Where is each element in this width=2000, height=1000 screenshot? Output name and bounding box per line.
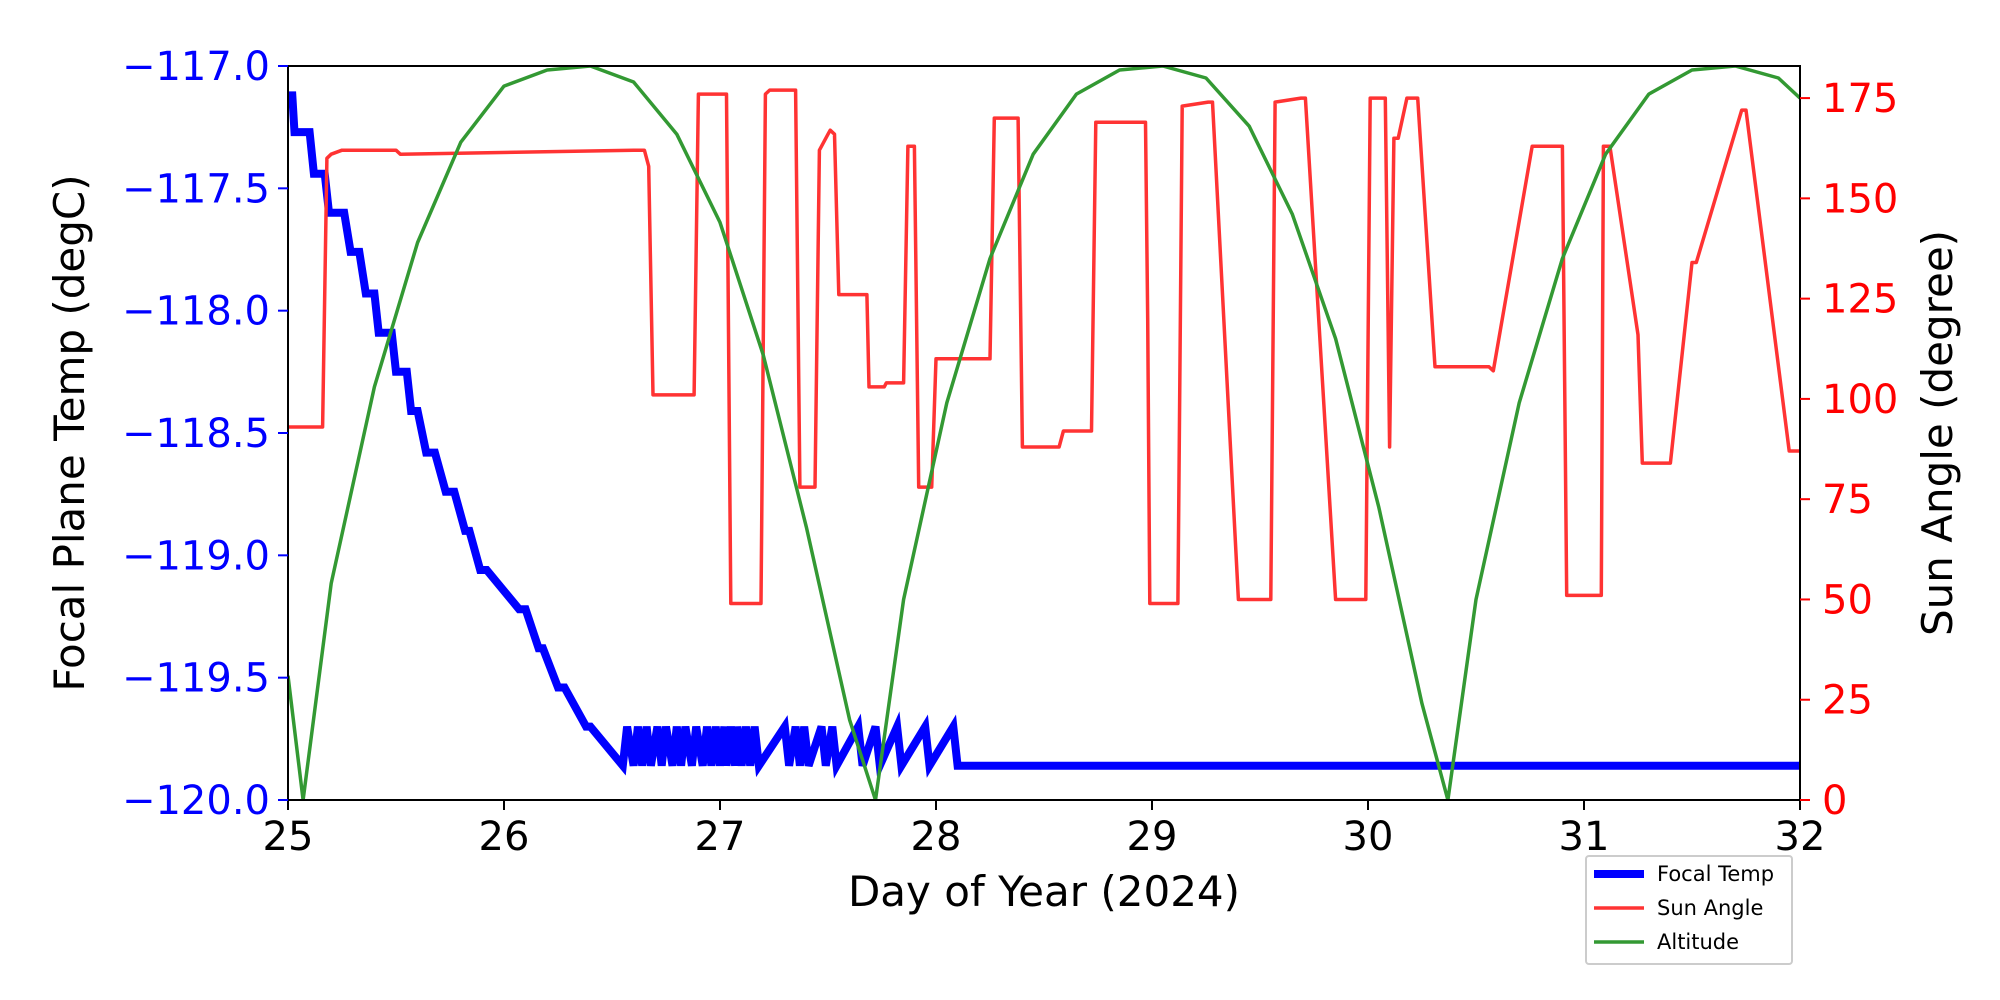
focal-temp-line [288,91,1800,781]
x-tick-label: 28 [911,814,962,860]
left-tick-label: −119.5 [122,656,270,702]
legend-label-sun: Sun Angle [1657,896,1763,920]
x-tick-label: 32 [1775,814,1826,860]
right-tick-label: 25 [1822,678,1873,724]
right-tick-label: 100 [1822,377,1898,423]
x-tick-label: 30 [1343,814,1394,860]
x-tick-label: 25 [263,814,314,860]
legend: Focal Temp Sun Angle Altitude [1585,855,1793,965]
x-tick-label: 26 [479,814,530,860]
altitude-line [288,66,1800,800]
x-tick-label: 31 [1559,814,1610,860]
left-tick-label: −118.5 [122,411,270,457]
sun-angle-line [288,88,1800,606]
left-tick-label: −117.5 [122,166,270,212]
legend-label-altitude: Altitude [1657,930,1739,954]
left-axis-ticks: −117.0 −117.5 −118.0 −118.5 −119.0 −119.5 −120… [122,44,288,824]
left-tick-label: −119.0 [122,533,270,579]
left-tick-label: −120.0 [122,778,270,824]
right-tick-label: 150 [1822,176,1898,222]
legend-box [1585,855,1793,965]
x-tick-label: 27 [695,814,746,860]
left-tick-label: −117.0 [122,44,270,90]
left-axis-label: Focal Plane Temp (degC) [45,174,94,691]
right-tick-label: 125 [1822,277,1898,323]
x-tick-label: 29 [1127,814,1178,860]
right-tick-label: 50 [1822,577,1873,623]
x-axis-ticks: 25 26 27 28 29 30 31 32 [263,800,1826,860]
left-tick-label: −118.0 [122,289,270,335]
right-axis-label: Sun Angle (degree) [1913,230,1962,636]
right-axis-ticks: 175 150 125 100 75 50 25 0 [1800,76,1898,824]
right-tick-label: 75 [1822,477,1873,523]
legend-label-focal: Focal Temp [1657,862,1774,886]
x-axis-label: Day of Year (2024) [848,867,1240,916]
series-layer [288,66,1800,800]
right-tick-label: 175 [1822,76,1898,122]
right-tick-label: 0 [1822,778,1847,824]
